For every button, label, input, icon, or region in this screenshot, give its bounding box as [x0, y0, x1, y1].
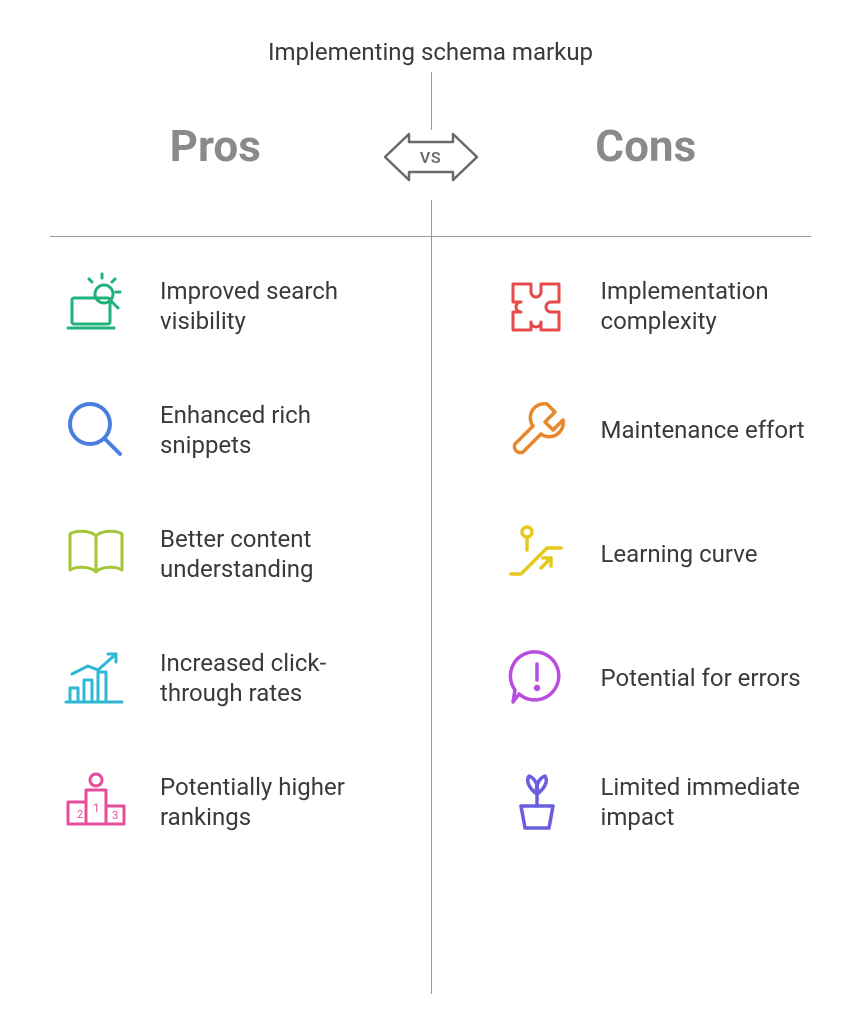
- podium-icon: 2 1 3: [60, 766, 132, 838]
- content-columns: Improved search visibility Enhanced rich…: [0, 270, 861, 1024]
- list-item: Better content understanding: [60, 518, 401, 590]
- svg-text:3: 3: [112, 809, 118, 822]
- item-label: Enhanced rich snippets: [160, 400, 401, 460]
- item-label: Potentially higher rankings: [160, 772, 401, 832]
- alert-icon: [501, 642, 573, 714]
- item-label: Limited immediate impact: [601, 772, 822, 832]
- list-item: Maintenance effort: [501, 394, 822, 466]
- item-label: Improved search visibility: [160, 276, 401, 336]
- item-label: Implementation complexity: [601, 276, 822, 336]
- pros-heading: Pros: [0, 120, 431, 172]
- item-label: Learning curve: [601, 539, 758, 569]
- item-label: Potential for errors: [601, 663, 801, 693]
- laptop-search-icon: [60, 270, 132, 342]
- page-title: Implementing schema markup: [0, 0, 861, 66]
- item-label: Increased click-through rates: [160, 648, 401, 708]
- cons-column: Implementation complexity Maintenance ef…: [431, 270, 861, 1024]
- list-item: Implementation complexity: [501, 270, 822, 342]
- cons-heading: Cons: [431, 120, 861, 172]
- item-label: Better content understanding: [160, 524, 401, 584]
- item-label: Maintenance effort: [601, 415, 805, 445]
- plant-icon: [501, 766, 573, 838]
- vs-badge: VS: [383, 130, 479, 184]
- list-item: Enhanced rich snippets: [60, 394, 401, 466]
- chart-up-icon: [60, 642, 132, 714]
- book-icon: [60, 518, 132, 590]
- wrench-icon: [501, 394, 573, 466]
- list-item: Potential for errors: [501, 642, 822, 714]
- svg-text:2: 2: [77, 808, 83, 821]
- svg-text:1: 1: [93, 801, 100, 815]
- list-item: Learning curve: [501, 518, 822, 590]
- magnifier-icon: [60, 394, 132, 466]
- escalator-icon: [501, 518, 573, 590]
- pros-column: Improved search visibility Enhanced rich…: [0, 270, 431, 1024]
- list-item: 2 1 3 Potentially higher rankings: [60, 766, 401, 838]
- list-item: Increased click-through rates: [60, 642, 401, 714]
- puzzle-icon: [501, 270, 573, 342]
- vs-label: VS: [420, 148, 441, 167]
- list-item: Limited immediate impact: [501, 766, 822, 838]
- list-item: Improved search visibility: [60, 270, 401, 342]
